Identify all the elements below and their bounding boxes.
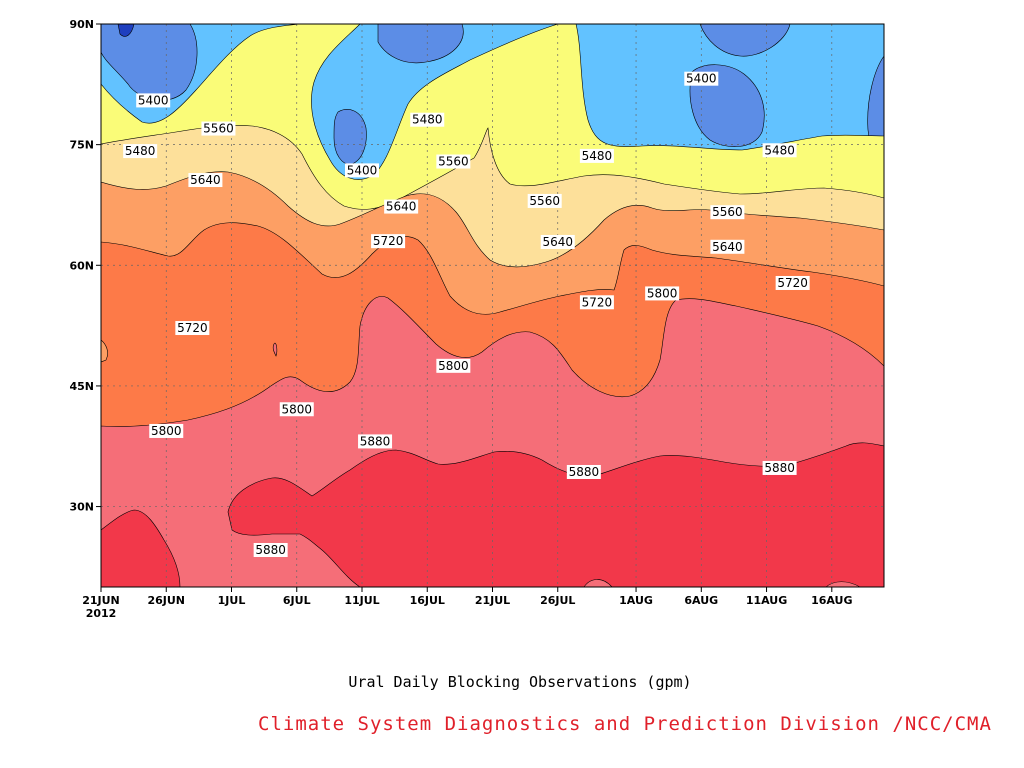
contour-label-bg: [540, 234, 575, 249]
band-5880-main: [227, 442, 884, 587]
contour-label: 5560: [438, 155, 469, 169]
x-tick-label: 6JUL: [283, 594, 311, 607]
grid-lines: [101, 24, 884, 587]
x-tick-label: 16AUG: [811, 594, 852, 607]
contour-label: 5800: [647, 286, 678, 300]
y-tick-label: 60N: [69, 259, 94, 272]
contour-label-bg: [579, 295, 614, 310]
contour-label-bg: [358, 434, 393, 449]
y-tick-label: 90N: [69, 18, 94, 31]
contour-label: 5640: [386, 200, 417, 214]
contour-label-bg: [645, 286, 680, 301]
contour-label: 5880: [569, 465, 600, 479]
x-tick-label: 21JUN: [82, 594, 120, 607]
band-5880-sw: [101, 580, 110, 587]
contour-label: 5720: [177, 321, 208, 335]
contour-label: 5640: [712, 240, 743, 254]
contour-label-bg: [279, 402, 314, 417]
contour-label-bg: [149, 423, 184, 438]
x-tick-label: 11JUL: [344, 594, 379, 607]
blob-5720-left: [101, 339, 108, 363]
blob-5400-e: [699, 24, 791, 57]
contour-label: 5800: [281, 402, 312, 416]
contour-label: 5560: [203, 122, 234, 136]
y-tick-label: 30N: [69, 501, 94, 514]
contour-label-bg: [710, 239, 745, 254]
contour-label: 5720: [582, 295, 613, 309]
contour-label: 5560: [529, 194, 560, 208]
blob-5800-dot: [272, 342, 278, 357]
contour-label-bg: [345, 163, 379, 178]
contour-label-bg: [436, 358, 471, 373]
contour-label: 5400: [138, 93, 169, 107]
contour-label: 5560: [712, 205, 743, 219]
contour-label-bg: [710, 205, 745, 220]
x-tick-label: 26JUL: [540, 594, 575, 607]
contour-label-bg: [579, 148, 614, 163]
contour-label-bg: [775, 275, 810, 290]
blob-5400-b: [377, 24, 464, 64]
y-tick-label: 45N: [69, 380, 94, 393]
chart-title: Ural Daily Blocking Observations (gpm): [348, 673, 692, 691]
contour-label-bg: [136, 93, 171, 108]
contour-label-bg: [371, 234, 406, 249]
contour-label: 5880: [360, 434, 391, 448]
x-tick-label: 26JUN: [147, 594, 185, 607]
contour-label-bg: [123, 144, 158, 159]
contour-label: 5880: [764, 461, 795, 475]
contour-label-bg: [762, 143, 797, 158]
contour-label: 5480: [125, 144, 156, 158]
x-tick-label: 11AUG: [746, 594, 787, 607]
x-year-label: 2012: [86, 607, 117, 620]
contour-label-bg: [527, 193, 562, 208]
contour-label: 5400: [347, 163, 378, 177]
contour-label-bg: [253, 543, 288, 558]
contour-label: 5640: [542, 235, 573, 249]
contour-label: 5640: [190, 173, 221, 187]
x-tick-label: 6AUG: [684, 594, 718, 607]
x-tick-label: 1JUL: [218, 594, 246, 607]
credit-line: Climate System Diagnostics and Predictio…: [258, 713, 992, 735]
contour-label: 5800: [438, 359, 469, 373]
contour-label: 5720: [373, 234, 404, 248]
y-axis: 90N 75N 60N 45N 30N: [69, 18, 101, 514]
y-tick-label: 75N: [69, 139, 94, 152]
contour-label-bg: [566, 464, 601, 479]
contour-label: 5480: [582, 149, 613, 163]
contour-label: 5880: [255, 543, 286, 557]
contour-label-bg: [175, 321, 210, 336]
contour-label-bg: [684, 71, 719, 86]
contour-label-bg: [188, 173, 223, 188]
contour-label-bg: [436, 154, 471, 169]
contour-label-bg: [201, 121, 236, 136]
contour-label: 5800: [151, 424, 182, 438]
contour-labels: 5400 5480 5560 5640 5720 5800 5400 5480 5560 5640…: [123, 71, 810, 558]
contour-label-bg: [410, 112, 445, 127]
band-5880-left: [101, 509, 181, 587]
contour-label-bg: [762, 460, 797, 475]
x-tick-label: 21JUL: [475, 594, 510, 607]
contour-label: 5400: [686, 72, 717, 86]
contour-label: 5480: [764, 143, 795, 157]
x-tick-label: 1AUG: [619, 594, 653, 607]
contour-label: 5720: [777, 276, 808, 290]
x-tick-label: 16JUL: [410, 594, 445, 607]
contour-label-bg: [384, 199, 419, 214]
contour-label: 5480: [412, 113, 443, 127]
